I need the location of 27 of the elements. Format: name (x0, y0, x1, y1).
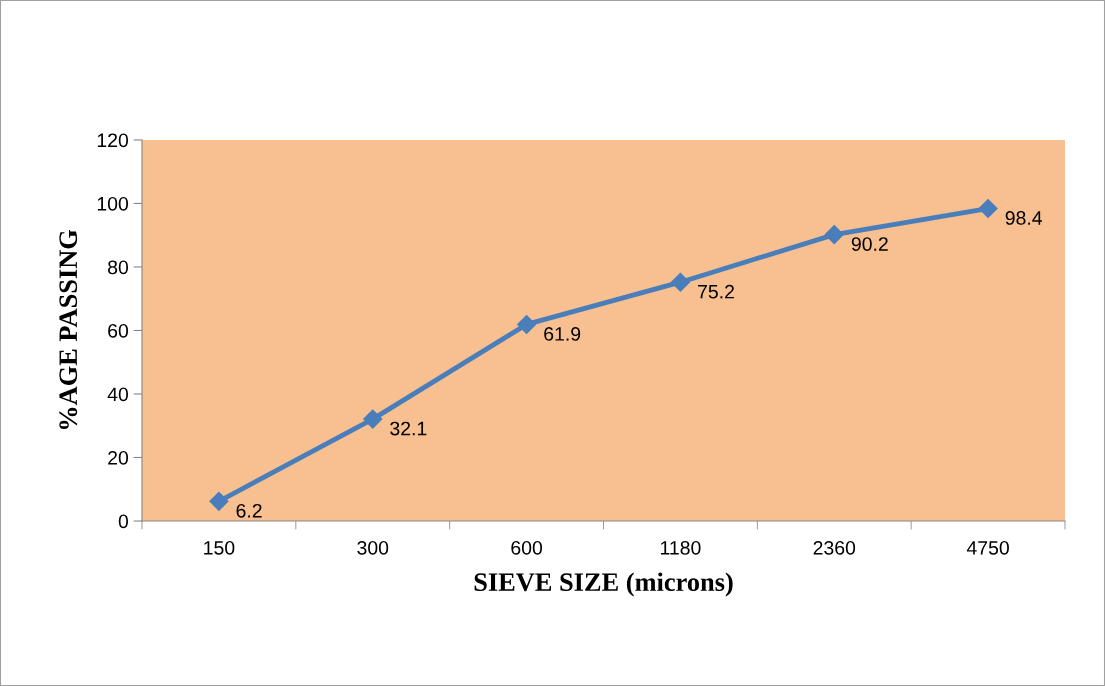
data-label: 61.9 (544, 327, 581, 341)
y-tick-label: 60 (108, 323, 129, 338)
data-label: 6.2 (236, 503, 262, 518)
point (670, 272, 690, 292)
x-tick-label: 1180 (660, 540, 701, 555)
point (978, 199, 998, 219)
data-label: 98.4 (1005, 211, 1043, 225)
x-tick-label: 150 (204, 540, 235, 555)
y-tick-label: 0 (118, 514, 129, 529)
data-label: 32.1 (390, 421, 427, 436)
data-label: 75.2 (698, 284, 734, 299)
x-axis-title: SIEVE SIZE (microns) (474, 572, 733, 597)
point (209, 491, 229, 511)
point (824, 225, 844, 245)
x-tick-label: 300 (357, 540, 389, 555)
x-tick-label: 2360 (813, 540, 856, 555)
x-tick-label: 4750 (966, 540, 1009, 555)
y-tick-label: 80 (108, 260, 129, 275)
y-tick-label: 120 (97, 133, 129, 148)
y-tick-label: 40 (107, 387, 129, 402)
data-label: 90.2 (851, 237, 888, 251)
y-tick-label: 100 (97, 196, 129, 211)
y-tick-label: 20 (108, 450, 129, 465)
point (517, 314, 537, 334)
x-tick-label: 600 (511, 540, 543, 555)
point (363, 409, 383, 429)
y-axis-title: %AGE PASSING (59, 229, 78, 430)
